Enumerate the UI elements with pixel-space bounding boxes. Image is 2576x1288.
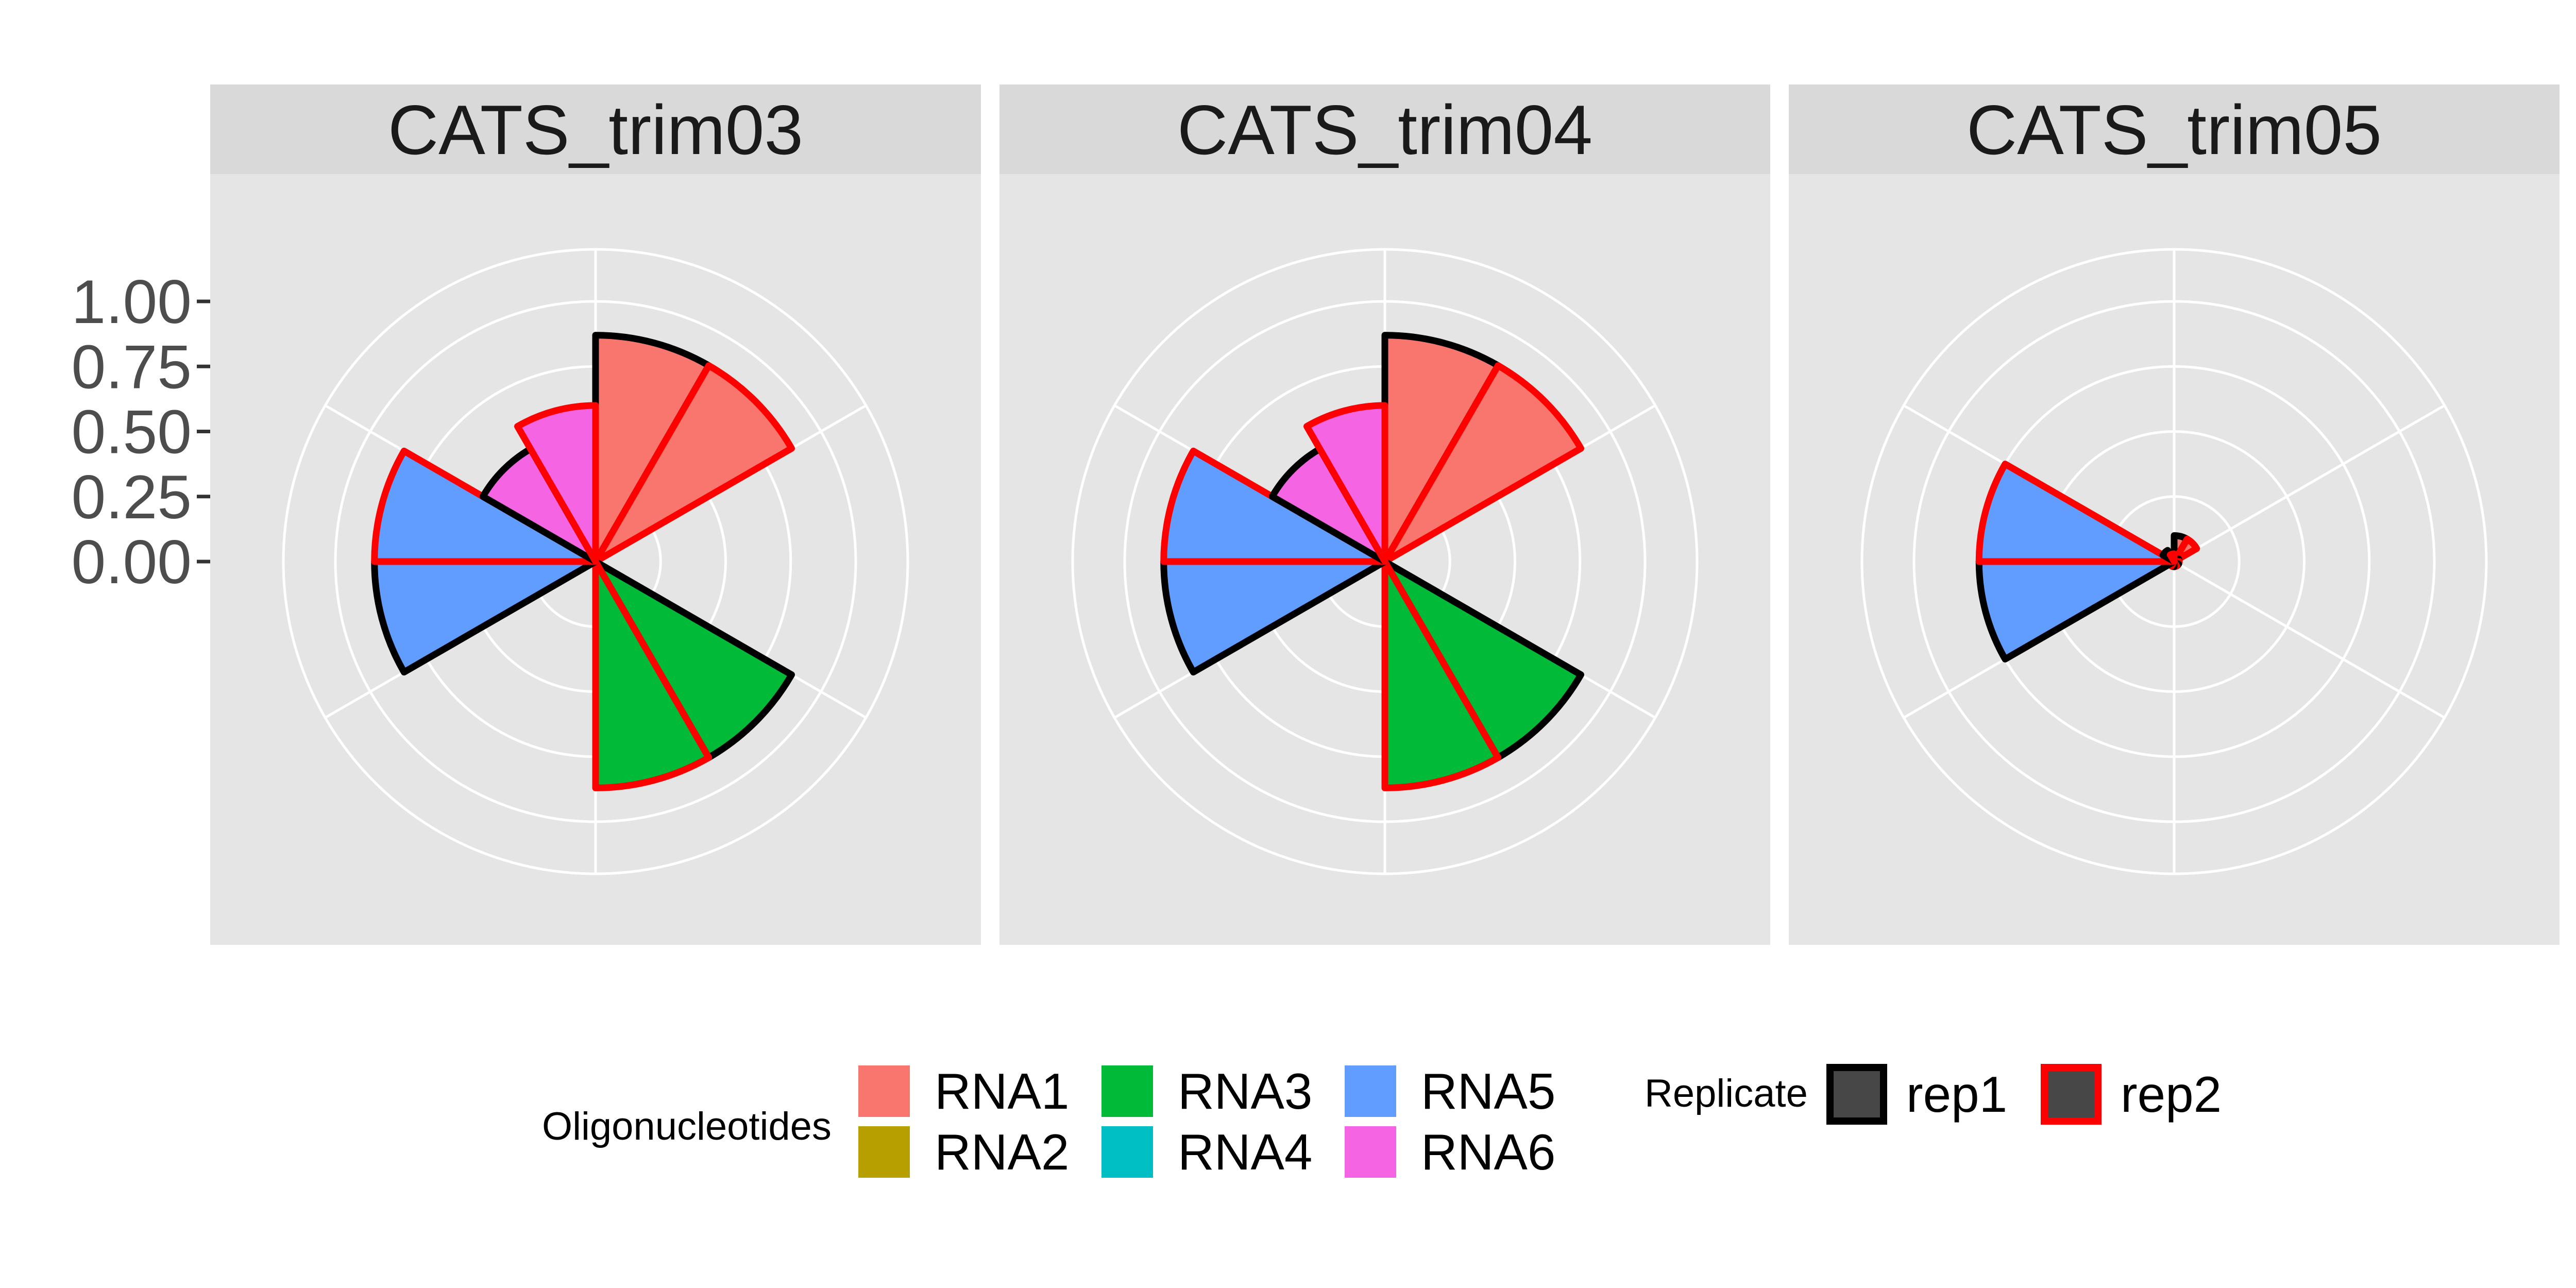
legend-label-RNA1: RNA1: [935, 1063, 1069, 1120]
bar-RNA5-rep2: [1975, 461, 2178, 565]
bar-RNA5-rep1: [371, 558, 599, 676]
legend-label-rep1: rep1: [1906, 1066, 2007, 1123]
y-tick-label: 1.00: [71, 267, 192, 336]
facet-CATS_trim03: CATS_trim03: [210, 84, 981, 945]
bar-RNA5-rep1: [1975, 558, 2178, 663]
bar-RNA3-rep1: [592, 558, 795, 761]
facet-CATS_trim04: CATS_trim04: [999, 84, 1770, 945]
legend-key-RNA4: [1099, 1124, 1155, 1180]
y-tick-label: 0.50: [71, 398, 192, 467]
bar-RNA5-rep2: [1160, 447, 1388, 565]
legend-label-RNA6: RNA6: [1421, 1124, 1555, 1180]
legend-key-RNA3: [1099, 1063, 1155, 1119]
y-tick-label: 0.25: [71, 463, 192, 532]
facet-title: CATS_trim03: [388, 91, 803, 169]
grid-spoke: [2173, 560, 2446, 719]
bar-RNA1-rep1: [1381, 332, 1502, 565]
facet-strip: [999, 84, 1770, 174]
y-tick-label: 0.00: [71, 528, 192, 597]
bar-RNA6-rep2: [1303, 402, 1388, 565]
facet-strip: [210, 84, 981, 174]
legend-label-RNA4: RNA4: [1178, 1124, 1312, 1180]
legend-title-oligonucleotides: Oligonucleotides: [542, 1105, 832, 1148]
bar-RNA5-rep2: [371, 447, 599, 565]
facet-panels: CATS_trim03 CATS_trim04 CATS_trim05: [210, 84, 2560, 945]
bar-RNA3-rep2: [1381, 558, 1502, 791]
bar-RNA1-rep1: [592, 332, 713, 565]
y-axis: 1.000.750.500.250.00: [71, 267, 210, 597]
legend-label-RNA3: RNA3: [1178, 1063, 1312, 1120]
grid-spoke: [2173, 404, 2446, 563]
bar-RNA1-rep2: [1381, 362, 1584, 565]
facet-title: CATS_trim04: [1177, 91, 1592, 169]
legend-key-RNA2: [856, 1124, 912, 1180]
bar-RNA6-rep2: [2166, 550, 2178, 565]
bar-RNA5-rep1: [1160, 558, 1388, 676]
legend-title-replicate: Replicate: [1645, 1072, 1808, 1115]
legend-label-RNA5: RNA5: [1421, 1063, 1555, 1120]
bar-RNA6-rep2: [514, 402, 599, 565]
facet-strip: [1789, 84, 2560, 174]
bar-RNA1-rep2: [592, 362, 795, 565]
legend-key-rep1: [1826, 1064, 1887, 1125]
legend-label-rep2: rep2: [2121, 1066, 2222, 1123]
y-tick-label: 0.75: [71, 332, 192, 401]
legend-key-rep2: [2041, 1064, 2102, 1125]
bar-RNA3-rep1: [1381, 558, 1584, 761]
legend-key-RNA1: [856, 1063, 912, 1119]
legend-key-RNA6: [1343, 1124, 1398, 1180]
facet-title: CATS_trim05: [1967, 91, 2382, 169]
legend-key-RNA5: [1343, 1063, 1398, 1119]
facet-CATS_trim05: CATS_trim05: [1789, 84, 2560, 945]
legend-label-RNA2: RNA2: [935, 1124, 1069, 1180]
bar-RNA3-rep2: [592, 558, 713, 791]
